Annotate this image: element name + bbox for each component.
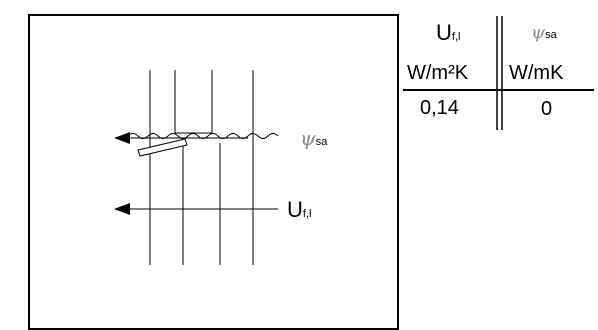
wavy-line	[127, 133, 279, 139]
table-col2-symbol: ψ	[531, 22, 546, 43]
spacer-bar	[137, 138, 188, 157]
table-col2-header: ψsa	[531, 24, 557, 42]
u-arrowhead	[114, 203, 130, 215]
psi-subscript: sa	[315, 136, 328, 148]
psi-symbol: ψ	[300, 126, 316, 150]
u-label: Uf,l	[287, 199, 311, 221]
table-col1-symbol: U	[436, 20, 452, 45]
u-symbol: U	[287, 197, 303, 222]
table-col1-value: 0,14	[420, 97, 459, 119]
table-col2-subscript: sa	[545, 29, 557, 41]
table-col2-unit: W/mK	[509, 62, 564, 84]
psi-label: ψsa	[300, 128, 327, 149]
table-col1-subscript: f,l	[451, 31, 461, 43]
psi-arrowhead	[114, 132, 130, 144]
table-col1-header: Uf,l	[436, 22, 460, 44]
u-subscript: f,l	[302, 208, 312, 220]
table-col1-unit: W/m²K	[407, 62, 469, 84]
table-col2-value: 0	[541, 98, 553, 120]
